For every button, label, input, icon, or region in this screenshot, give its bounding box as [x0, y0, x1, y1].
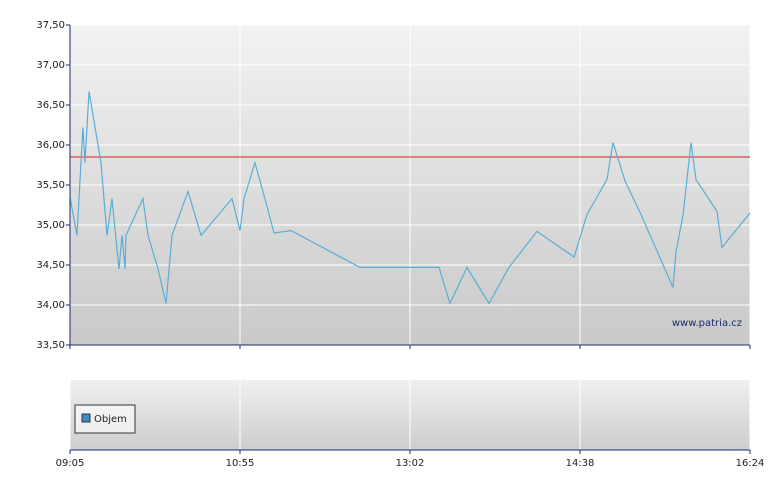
x-tick-label: 13:02: [396, 458, 425, 469]
legend-label: Objem: [94, 414, 127, 425]
x-tick-label: 09:05: [56, 458, 85, 469]
watermark: www.patria.cz: [672, 318, 742, 329]
y-tick-label: 36,50: [36, 100, 65, 111]
legend-swatch: [81, 413, 91, 423]
y-tick-label: 33,50: [36, 340, 65, 351]
x-tick-label: 14:38: [566, 458, 595, 469]
price-line: [69, 91, 751, 306]
y-tick-label: 37,50: [36, 20, 65, 31]
y-tick-label: 35,50: [36, 180, 65, 191]
y-tick-label: 34,50: [36, 260, 65, 271]
y-tick-label: 37,00: [36, 60, 65, 71]
y-tick-label: 36,00: [36, 140, 65, 151]
x-tick-label: 10:55: [226, 458, 255, 469]
y-tick-label: 35,00: [36, 220, 65, 231]
x-tick-label: 16:24: [736, 458, 765, 469]
y-tick-label: 34,00: [36, 300, 65, 311]
